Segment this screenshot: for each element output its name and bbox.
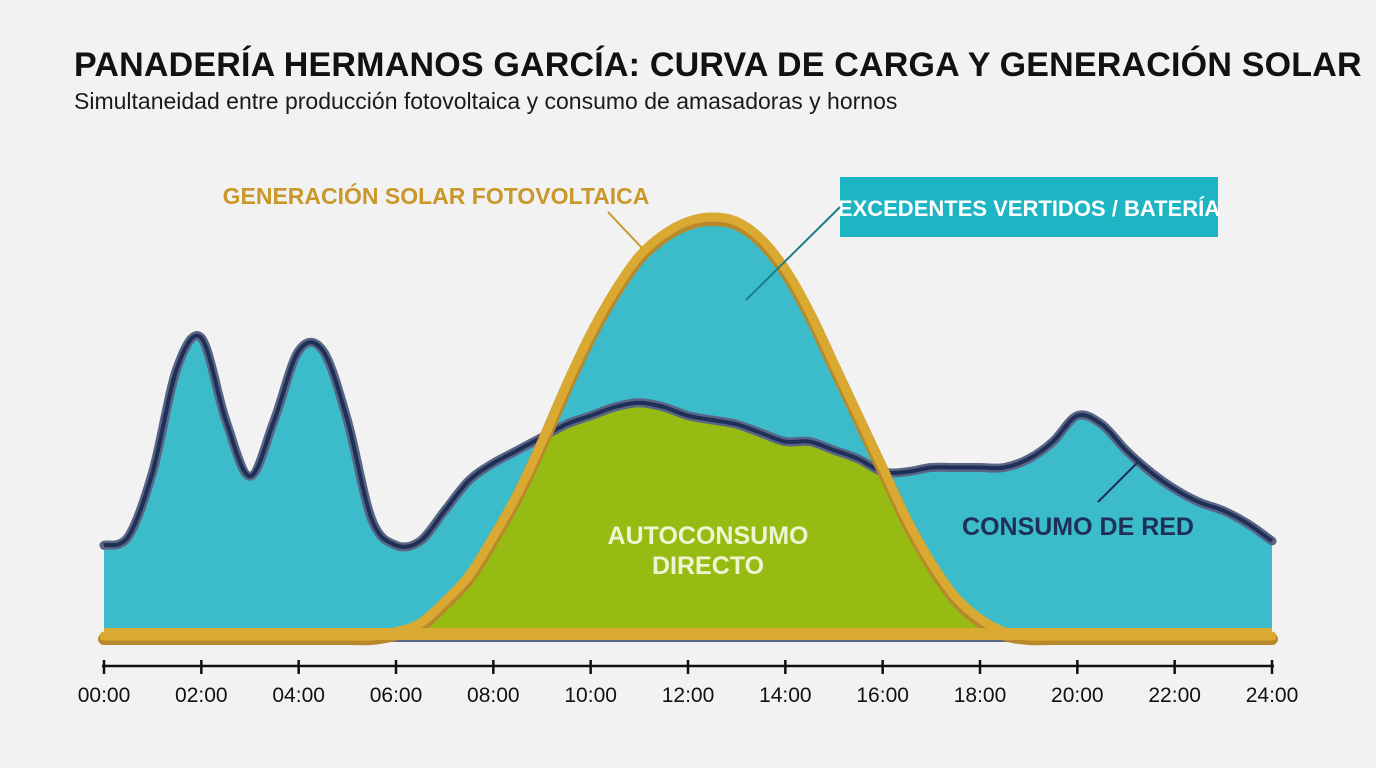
x-tick-label-6: 12:00 <box>662 684 715 707</box>
surplus-area <box>104 217 1272 637</box>
solar-base-band <box>104 628 1272 640</box>
x-tick-label-9: 18:00 <box>954 684 1007 707</box>
self-consumption-label-line2: DIRECTO <box>652 552 764 580</box>
surplus-label: EXCEDENTES VERTIDOS / BATERÍA <box>838 196 1220 221</box>
x-tick-label-10: 20:00 <box>1051 684 1104 707</box>
x-tick-label-7: 14:00 <box>759 684 812 707</box>
consumption-line <box>103 333 1274 550</box>
x-tick-label-1: 02:00 <box>175 684 228 707</box>
x-tick-label-4: 08:00 <box>467 684 520 707</box>
self-consumption-area <box>104 402 1272 637</box>
x-tick-label-11: 22:00 <box>1148 684 1201 707</box>
consumption-leader-line <box>1097 461 1139 503</box>
solar-label: GENERACIÓN SOLAR FOTOVOLTAICA <box>223 182 650 209</box>
consumption-label: CONSUMO DE RED <box>962 513 1194 541</box>
chart-subtitle: Simultaneidad entre producción fotovolta… <box>74 88 898 114</box>
surplus-label-box <box>840 177 1218 237</box>
x-tick-label-3: 06:00 <box>370 684 423 707</box>
x-tick-label-8: 16:00 <box>856 684 909 707</box>
x-tick-label-2: 04:00 <box>272 684 325 707</box>
self-consumption-label-line1: AUTOCONSUMO <box>608 522 809 550</box>
x-tick-label-0: 00:00 <box>78 684 131 707</box>
x-tick-label-5: 10:00 <box>564 684 617 707</box>
x-tick-label-12: 24:00 <box>1246 684 1299 707</box>
chart-title: PANADERÍA HERMANOS GARCÍA: CURVA DE CARG… <box>74 46 1362 84</box>
surplus-leader-line <box>745 206 841 301</box>
solar-leader-line <box>607 211 643 249</box>
